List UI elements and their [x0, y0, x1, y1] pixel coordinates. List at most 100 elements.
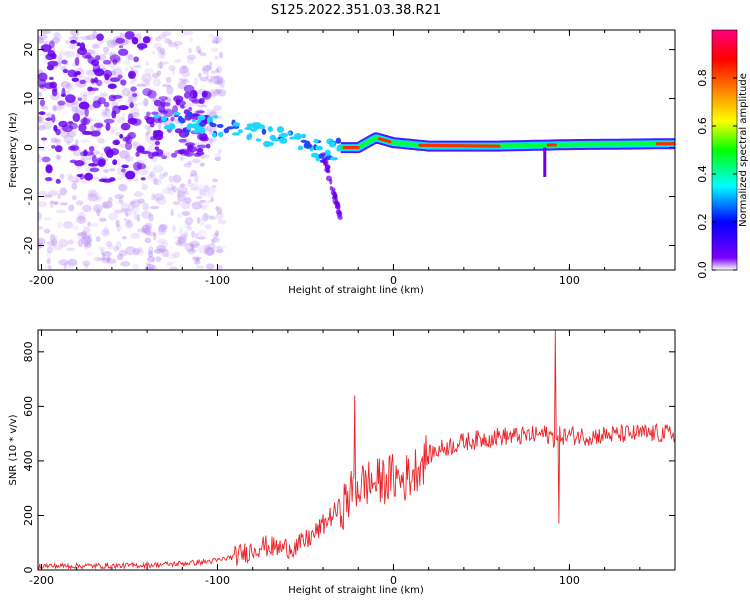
ridge-blob: [211, 132, 217, 138]
signal-blob: [71, 77, 80, 82]
noise-blob: [119, 32, 125, 38]
ridge-blob: [280, 132, 288, 138]
noise-blob: [197, 229, 207, 238]
noise-blob: [147, 250, 153, 258]
noise-blob: [137, 246, 143, 253]
noise-blob: [115, 241, 122, 250]
noise-blob: [167, 253, 177, 260]
noise-blob: [211, 238, 216, 245]
noise-blob: [103, 79, 111, 84]
noise-blob: [181, 70, 191, 78]
noise-blob: [211, 237, 221, 243]
signal-blob: [124, 141, 133, 151]
noise-blob: [147, 267, 153, 270]
ridge-blob: [244, 126, 253, 131]
signal-blob: [104, 73, 110, 81]
signal-blob: [129, 102, 134, 109]
noise-blob: [143, 166, 150, 173]
noise-blob: [129, 106, 140, 116]
noise-blob: [203, 247, 215, 256]
noise-blob: [83, 226, 91, 234]
noise-blob: [153, 42, 162, 51]
noise-blob: [152, 165, 164, 173]
noise-blob: [158, 224, 167, 233]
signal-blob: [107, 83, 117, 89]
snr-line: [38, 330, 675, 570]
ridge-blob: [261, 128, 267, 135]
signal-blob: [188, 106, 193, 112]
noise-blob: [60, 81, 71, 88]
signal-blob: [40, 137, 48, 141]
branch-blob: [335, 208, 342, 215]
noise-blob: [178, 236, 182, 243]
noise-blob: [56, 56, 62, 64]
noise-blob: [188, 47, 192, 54]
noise-blob: [69, 35, 78, 42]
noise-blob: [105, 240, 113, 248]
noise-blob: [123, 217, 127, 222]
noise-blob: [199, 52, 207, 57]
noise-blob: [168, 39, 173, 45]
signal-blob: [128, 71, 135, 79]
y-tick-label: 400: [22, 450, 35, 471]
noise-blob: [130, 80, 135, 85]
noise-blob: [211, 184, 217, 189]
noise-blob: [211, 40, 219, 44]
noise-blob: [160, 47, 166, 56]
noise-blob: [111, 66, 122, 71]
noise-blob: [190, 183, 199, 190]
ridge-blob: [197, 115, 206, 121]
noise-blob: [216, 207, 223, 215]
noise-blob: [118, 196, 123, 204]
signal-blob: [84, 107, 89, 117]
ridge-blob: [248, 132, 253, 140]
signal-blob: [179, 104, 185, 109]
noise-blob: [190, 169, 197, 177]
noise-blob: [214, 156, 221, 162]
signal-blob: [120, 122, 131, 131]
noise-blob: [199, 189, 207, 196]
noise-blob: [106, 39, 117, 49]
ridge-blob: [336, 146, 341, 152]
noise-blob: [91, 222, 99, 228]
noise-blob: [216, 66, 223, 74]
noise-blob: [177, 213, 182, 219]
branch-blob: [321, 152, 326, 157]
signal-blob: [88, 145, 95, 152]
signal-blob: [109, 77, 121, 83]
noise-blob: [46, 258, 51, 265]
signal-blob: [90, 130, 101, 137]
noise-blob: [108, 196, 113, 204]
noise-blob: [187, 160, 193, 166]
noise-blob: [98, 246, 106, 251]
signal-blob: [78, 123, 87, 132]
signal-blob: [112, 58, 118, 65]
noise-blob: [59, 173, 65, 180]
noise-blob: [156, 62, 164, 69]
noise-blob: [179, 183, 186, 187]
noise-blob: [50, 137, 59, 144]
noise-blob: [98, 217, 107, 222]
noise-blob: [206, 109, 217, 116]
noise-blob: [54, 31, 62, 41]
noise-blob: [59, 187, 68, 196]
noise-blob: [185, 182, 194, 187]
noise-blob: [144, 124, 151, 130]
noise-blob: [112, 246, 120, 252]
noise-blob: [120, 202, 129, 212]
noise-blob: [189, 240, 201, 249]
noise-blob: [202, 212, 209, 222]
noise-blob: [197, 245, 209, 254]
signal-blob: [79, 79, 87, 85]
noise-blob: [152, 232, 157, 241]
signal-blob: [127, 113, 134, 122]
signal-blob: [88, 162, 99, 167]
noise-blob: [124, 155, 134, 163]
noise-blob: [152, 78, 161, 87]
noise-blob: [170, 209, 174, 217]
noise-blob: [174, 125, 184, 129]
noise-blob: [71, 106, 78, 113]
noise-blob: [38, 36, 44, 44]
signal-blob: [176, 100, 186, 106]
